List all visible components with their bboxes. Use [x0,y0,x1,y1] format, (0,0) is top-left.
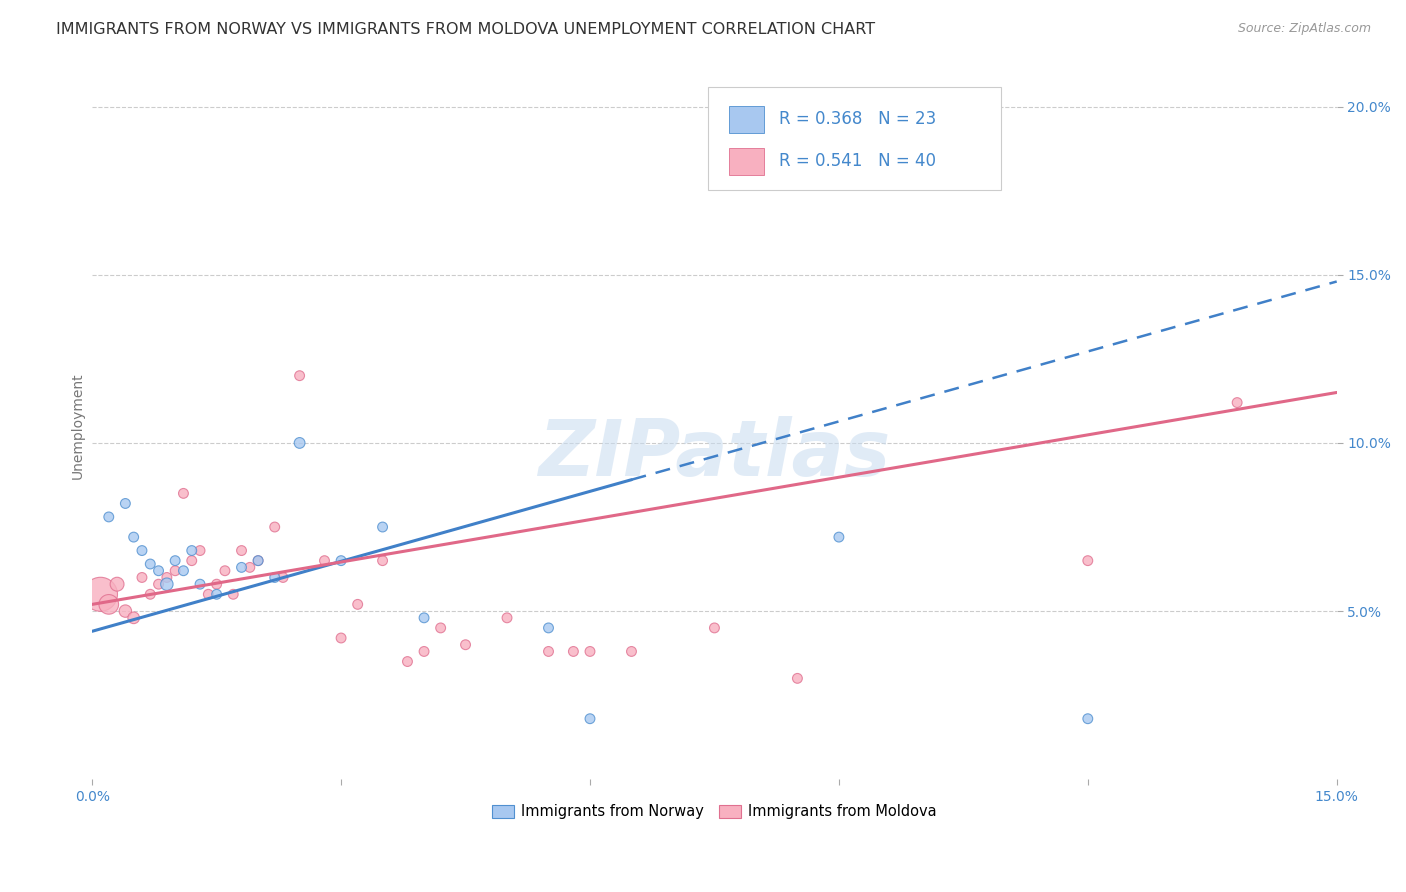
Point [205,577,228,591]
Point [180,554,202,568]
Point [165,554,187,568]
Point [413,644,436,658]
Point [828,530,851,544]
Point [156,577,179,591]
Point [247,554,270,568]
FancyBboxPatch shape [709,87,1001,189]
Point [346,598,368,612]
Point [1226,395,1249,409]
Point [114,496,136,510]
Point [429,621,451,635]
Point [172,486,194,500]
Bar [730,148,765,175]
Point [786,671,808,685]
Point [703,621,725,635]
Point [371,554,394,568]
Point [148,577,170,591]
Point [114,604,136,618]
Text: R = 0.368   N = 23: R = 0.368 N = 23 [779,111,936,128]
Point [131,543,153,558]
Point [314,554,336,568]
Point [148,564,170,578]
Point [371,520,394,534]
Point [620,644,643,658]
Point [122,530,145,544]
Point [205,587,228,601]
Bar [730,106,765,133]
Point [562,644,585,658]
Point [180,543,202,558]
Point [330,554,353,568]
Point [222,587,245,601]
Point [139,557,162,571]
Point [188,577,211,591]
Point [1077,712,1099,726]
Point [156,570,179,584]
Legend: Immigrants from Norway, Immigrants from Moldova: Immigrants from Norway, Immigrants from … [486,798,942,825]
Point [579,644,602,658]
Point [197,587,219,601]
Y-axis label: Unemployment: Unemployment [72,373,86,479]
Point [288,436,311,450]
Point [330,631,353,645]
Point [97,510,120,524]
Point [172,564,194,578]
Point [537,621,560,635]
Point [496,611,519,625]
Point [139,587,162,601]
Point [1077,554,1099,568]
Text: Source: ZipAtlas.com: Source: ZipAtlas.com [1237,22,1371,36]
Text: R = 0.541   N = 40: R = 0.541 N = 40 [779,153,936,170]
Point [231,543,253,558]
Point [454,638,477,652]
Point [579,712,602,726]
Point [122,611,145,625]
Point [97,598,120,612]
Point [271,570,294,584]
Text: IMMIGRANTS FROM NORWAY VS IMMIGRANTS FROM MOLDOVA UNEMPLOYMENT CORRELATION CHART: IMMIGRANTS FROM NORWAY VS IMMIGRANTS FRO… [56,22,876,37]
Point [89,587,111,601]
Point [105,577,128,591]
Point [131,570,153,584]
Point [537,644,560,658]
Point [239,560,262,574]
Point [231,560,253,574]
Point [165,564,187,578]
Point [263,570,285,584]
Point [396,655,419,669]
Point [188,543,211,558]
Text: ZIPatlas: ZIPatlas [538,417,890,492]
Point [288,368,311,383]
Point [413,611,436,625]
Point [214,564,236,578]
Point [263,520,285,534]
Point [247,554,270,568]
